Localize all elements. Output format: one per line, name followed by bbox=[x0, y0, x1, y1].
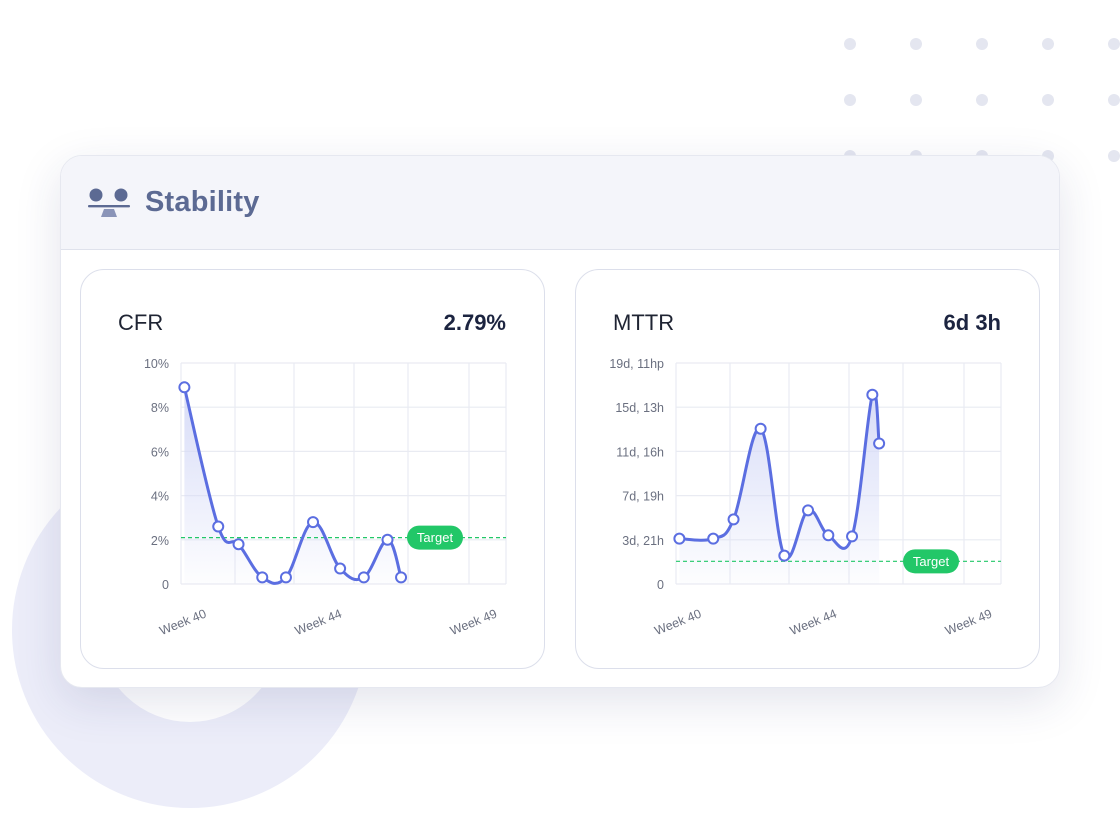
mttr-data-point bbox=[866, 388, 879, 401]
cfr-chart: 10% 8% 6% 4% 2% 0 Week 40 Week 44 Week 49 Target bbox=[144, 357, 507, 638]
mttr-x-tick-label: Week 44 bbox=[788, 607, 839, 638]
cfr-value: 2.79% bbox=[443, 310, 506, 335]
decorative-dot bbox=[910, 38, 922, 50]
cfr-data-point bbox=[232, 538, 245, 551]
cfr-data-point bbox=[307, 516, 320, 529]
card-header: Stability bbox=[61, 156, 1059, 250]
cfr-target-badge bbox=[407, 525, 463, 550]
cfr-data-point bbox=[212, 520, 225, 533]
mttr-label: MTTR bbox=[613, 310, 675, 335]
mttr-y-tick-label: 3d, 21h bbox=[622, 534, 664, 548]
mttr-y-tick-label: 19d, 11hp bbox=[609, 357, 664, 371]
cfr-y-tick-label: 10% bbox=[144, 357, 169, 371]
decorative-dot bbox=[1108, 150, 1120, 162]
decorative-dot bbox=[1042, 94, 1054, 106]
decorative-dot bbox=[1042, 38, 1054, 50]
mttr-y-tick-label: 11d, 16h bbox=[616, 445, 664, 459]
cfr-data-point bbox=[357, 571, 370, 584]
mttr-data-point bbox=[707, 532, 720, 545]
decorative-dot bbox=[976, 94, 988, 106]
cfr-area bbox=[184, 387, 402, 584]
cfr-data-point bbox=[334, 562, 347, 575]
mttr-target-badge bbox=[903, 549, 959, 574]
stability-icon bbox=[88, 188, 130, 217]
stability-card: Stability CFR 2.79% 10% 8% 6% 4% 2% 0 Week 40 W… bbox=[60, 155, 1060, 688]
mttr-data-point bbox=[778, 549, 791, 562]
mttr-data-point bbox=[822, 529, 835, 542]
card-title: Stability bbox=[145, 186, 260, 218]
cfr-x-tick-label: Week 44 bbox=[293, 607, 344, 638]
mttr-target-label: Target bbox=[913, 554, 950, 569]
cfr-target-label: Target bbox=[417, 530, 454, 545]
mttr-y-tick-label: 7d, 19h bbox=[622, 490, 664, 504]
mttr-series-line bbox=[677, 390, 881, 560]
cfr-data-point bbox=[279, 571, 292, 584]
cfr-label: CFR bbox=[118, 310, 164, 335]
cfr-data-point bbox=[256, 571, 269, 584]
mttr-y-tick-label: 0 bbox=[657, 578, 664, 592]
mttr-data-point bbox=[802, 504, 815, 517]
mttr-value: 6d 3h bbox=[943, 310, 1001, 335]
cfr-series-line bbox=[182, 385, 403, 585]
cfr-y-tick-label: 0 bbox=[162, 578, 169, 592]
cfr-panel: CFR 2.79% 10% 8% 6% 4% 2% 0 Week 40 Week 44 Week… bbox=[80, 269, 545, 669]
mttr-data-point bbox=[673, 532, 686, 545]
decorative-dot bbox=[976, 38, 988, 50]
cfr-x-tick-label: Week 40 bbox=[157, 607, 208, 638]
mttr-chart: 19d, 11hp 15d, 13h 11d, 16h 7d, 19h 3d, 21h 0… bbox=[609, 357, 1002, 638]
decorative-dot bbox=[1108, 38, 1120, 50]
decorative-dot bbox=[844, 94, 856, 106]
cfr-data-point bbox=[381, 533, 394, 546]
mttr-panel: MTTR 6d 3h 19d, 11hp 15d, 13h 11d, 16h 7d, … bbox=[575, 269, 1040, 669]
cfr-data-point bbox=[395, 571, 408, 584]
decorative-dot bbox=[844, 38, 856, 50]
cfr-y-tick-label: 6% bbox=[151, 445, 169, 459]
mttr-data-point bbox=[846, 530, 859, 543]
cfr-y-tick-label: 8% bbox=[151, 401, 169, 415]
decorative-dot bbox=[1108, 94, 1120, 106]
mttr-data-point bbox=[754, 422, 767, 435]
mttr-x-tick-label: Week 40 bbox=[652, 607, 703, 638]
mttr-y-tick-label: 15d, 13h bbox=[615, 401, 664, 415]
cfr-y-tick-label: 2% bbox=[151, 534, 169, 548]
decorative-dot bbox=[910, 94, 922, 106]
mttr-data-point bbox=[873, 437, 886, 450]
mttr-x-tick-label: Week 49 bbox=[943, 607, 994, 638]
mttr-data-point bbox=[727, 513, 740, 526]
cfr-x-tick-label: Week 49 bbox=[448, 607, 499, 638]
cfr-y-tick-label: 4% bbox=[151, 490, 169, 504]
cfr-data-point bbox=[178, 381, 191, 394]
